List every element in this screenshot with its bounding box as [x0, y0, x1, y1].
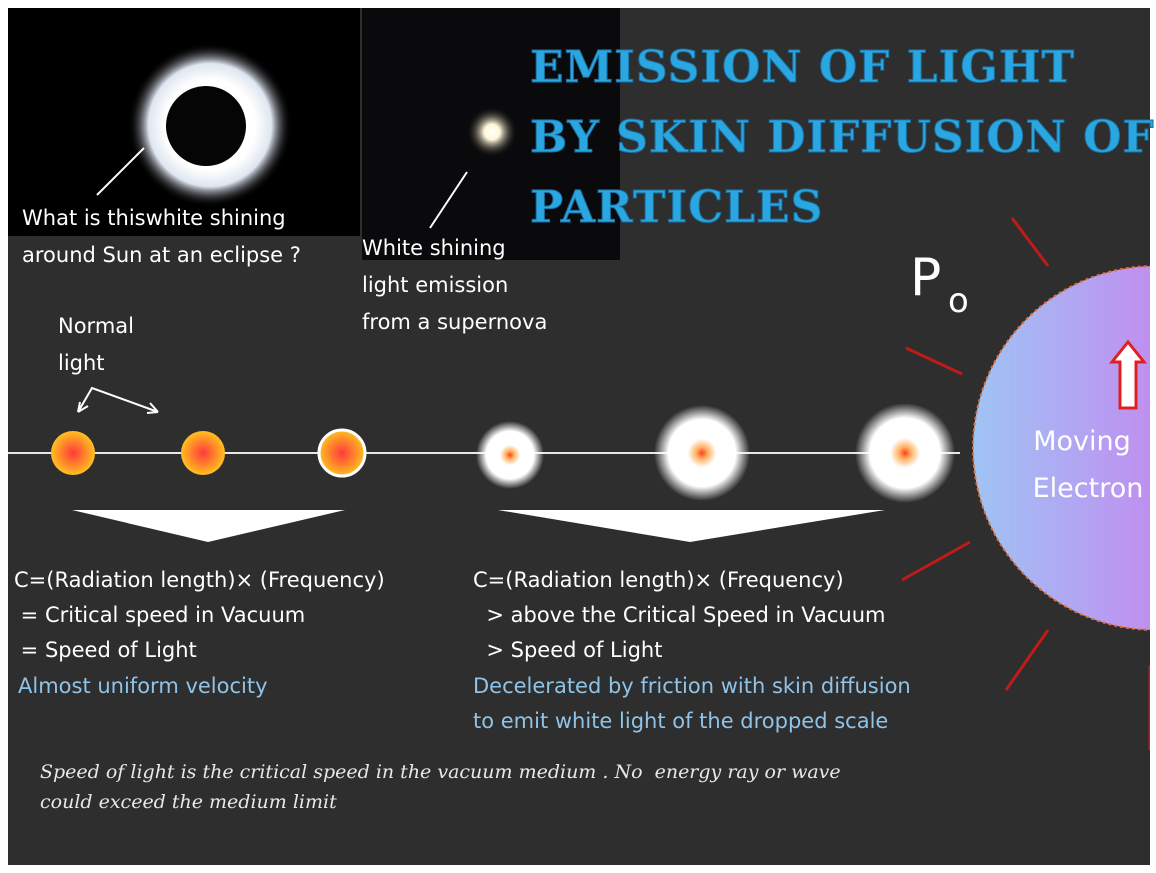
right-formula: C=(Radiation length)× (Frequency) [473, 568, 844, 592]
particle-label: P [910, 248, 941, 308]
particle-subscript: o [948, 281, 969, 321]
right-formula: > Speed of Light [473, 638, 662, 662]
emission-rays [901, 217, 1150, 750]
footer-note: Speed of light is the critical speed in … [40, 761, 841, 783]
title-line: EMISSION OF LIGHT [530, 42, 1075, 93]
supernova-caption: from a supernova [362, 310, 547, 334]
left-formula: = Speed of Light [14, 638, 197, 662]
supernova-caption: light emission [362, 273, 508, 297]
diffused-particles [476, 403, 955, 503]
electron-sphere [972, 265, 1150, 631]
left-formula: C=(Radiation length)× (Frequency) [14, 568, 385, 592]
title-line: BY SKIN DIFFUSION OF [530, 112, 1155, 163]
supernova-caption: White shining [362, 236, 506, 260]
moon [166, 86, 246, 166]
left-note: Almost uniform velocity [18, 674, 268, 698]
eclipse-caption: around Sun at an eclipse ? [22, 243, 301, 267]
left-formula: = Critical speed in Vacuum [14, 603, 305, 627]
right-formula: > above the Critical Speed in Vacuum [473, 603, 886, 627]
brace-right [498, 510, 885, 542]
brace-left [72, 510, 345, 542]
normal-light-label: light [58, 351, 105, 375]
right-note: to emit white light of the dropped scale [473, 709, 888, 733]
direction-arrow [1108, 339, 1148, 410]
right-note: Decelerated by friction with skin diffus… [473, 674, 911, 698]
normal-light-label: Normal [58, 314, 134, 338]
arrow [96, 147, 145, 196]
pointer-arrows [77, 386, 159, 414]
electron-label: Moving [1033, 426, 1131, 457]
normal-particles [51, 428, 367, 478]
title-line: PARTICLES [530, 182, 823, 233]
eclipse-caption: What is thiswhite shining [22, 206, 286, 230]
arrow [429, 171, 468, 229]
footer-note: could exceed the medium limit [40, 791, 337, 813]
electron-label: Electron [1033, 473, 1144, 504]
supernova [466, 106, 518, 158]
